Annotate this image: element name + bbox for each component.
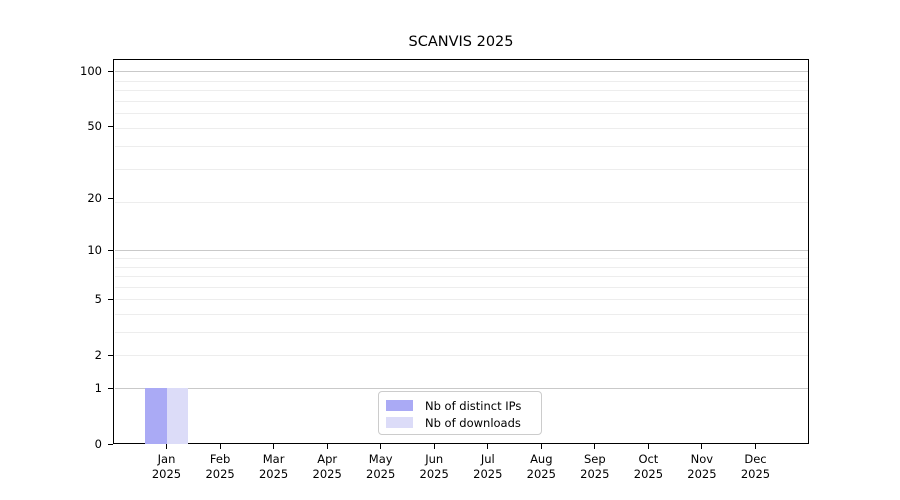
x-tick-label: Apr 2025: [312, 452, 342, 481]
gridline-minor: [115, 286, 808, 288]
x-tick-label: Jul 2025: [473, 452, 503, 481]
x-tick-mark: [273, 444, 275, 449]
bar-distinct-ips: [145, 388, 167, 444]
gridline-minor: [115, 90, 808, 91]
gridline-minor: [115, 202, 808, 203]
x-tick-label: Nov 2025: [687, 452, 717, 481]
x-tick-label: Jun 2025: [419, 452, 449, 481]
x-tick-label: Jan 2025: [151, 452, 182, 481]
y-tick-label: 100: [80, 64, 102, 79]
gridline-minor: [115, 314, 808, 315]
x-tick-mark: [487, 444, 489, 449]
x-tick-label: Aug 2025: [526, 452, 556, 481]
y-tick-label: 2: [94, 348, 102, 363]
y-tick-mark: [108, 443, 113, 445]
gridline-minor: [115, 169, 808, 171]
legend-label-downloads: Nb of downloads: [425, 415, 521, 430]
gridline-major: [115, 71, 808, 73]
legend-label-distinct-ips: Nb of distinct IPs: [425, 398, 522, 413]
legend: Nb of distinct IPs Nb of downloads: [378, 391, 542, 435]
x-tick-label: Feb 2025: [205, 452, 235, 481]
gridline-major: [115, 388, 808, 389]
y-tick-label: 10: [87, 243, 102, 258]
y-tick-mark: [108, 249, 113, 251]
x-tick-label: Mar 2025: [258, 452, 289, 481]
legend-item-distinct-ips: Nb of distinct IPs: [386, 397, 533, 414]
y-tick-label: 0: [94, 437, 102, 451]
legend-swatch-distinct-ips-icon: [386, 400, 413, 411]
plot-area: [113, 59, 809, 444]
x-tick-mark: [380, 444, 382, 449]
gridline-minor: [115, 146, 808, 147]
gridline-minor: [115, 299, 808, 301]
x-tick-mark: [540, 444, 542, 449]
y-tick-label: 1: [94, 381, 102, 395]
x-tick-label: Oct 2025: [633, 452, 664, 481]
gridline-minor: [115, 276, 808, 277]
gridline-minor: [115, 100, 808, 102]
x-tick-mark: [701, 444, 703, 449]
x-tick-mark: [647, 444, 649, 449]
gridline-minor: [115, 266, 808, 268]
x-tick-label: Dec 2025: [740, 452, 771, 481]
legend-swatch-downloads-icon: [386, 417, 413, 428]
chart-title: SCANVIS 2025: [408, 34, 514, 50]
y-tick-mark: [108, 197, 113, 199]
y-tick-mark: [108, 125, 113, 128]
gridline-minor: [115, 128, 808, 129]
gridline-minor: [115, 113, 808, 115]
bar-downloads: [166, 388, 188, 444]
x-tick-label: May 2025: [366, 452, 396, 481]
legend-item-downloads: Nb of downloads: [386, 414, 533, 431]
x-tick-mark: [594, 444, 596, 449]
y-tick-label: 50: [87, 119, 102, 134]
x-tick-mark: [165, 444, 168, 449]
y-tick-label: 20: [87, 191, 102, 206]
gridline-minor: [115, 258, 808, 259]
gridline-minor: [115, 80, 808, 82]
x-tick-mark: [219, 444, 221, 449]
y-tick-mark: [108, 70, 113, 72]
x-tick-mark: [754, 444, 757, 449]
x-tick-label: Sep 2025: [580, 452, 610, 481]
y-tick-mark: [108, 387, 113, 389]
y-tick-mark: [108, 298, 113, 300]
gridline-major: [115, 250, 808, 252]
x-tick-mark: [433, 444, 435, 449]
gridline-minor: [115, 355, 808, 357]
y-tick-label: 5: [94, 292, 102, 307]
gridline-minor: [115, 332, 808, 333]
x-tick-mark: [326, 444, 328, 449]
y-tick-mark: [108, 354, 113, 356]
